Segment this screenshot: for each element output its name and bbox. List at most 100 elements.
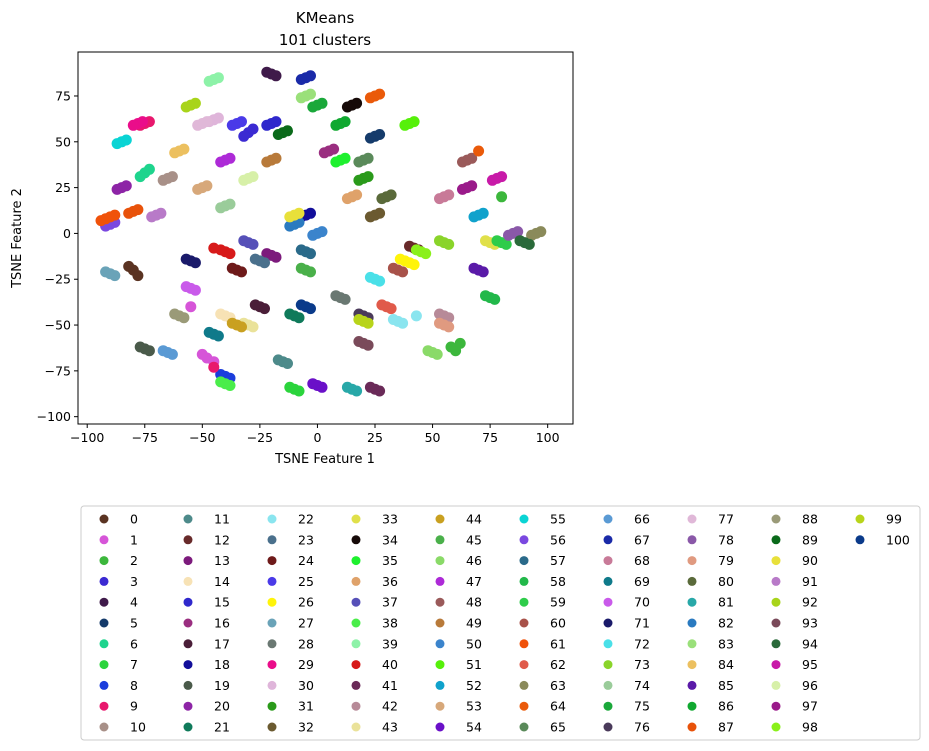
legend-label-25: 25 — [298, 574, 314, 589]
cluster-35-point — [339, 152, 351, 164]
cluster-100-point — [295, 299, 307, 311]
cluster-11-point — [282, 358, 293, 369]
legend-label-86: 86 — [718, 699, 734, 714]
cluster-94-point — [514, 235, 526, 247]
cluster-99-point — [362, 317, 374, 329]
legend-marker-55 — [519, 514, 529, 524]
cluster-79-point — [434, 317, 445, 329]
x-axis-label: TSNE Feature 1 — [274, 452, 375, 467]
cluster-0-point — [132, 270, 144, 282]
legend-marker-90 — [771, 556, 781, 566]
legend-label-84: 84 — [718, 657, 734, 672]
x-tick-label: −50 — [189, 430, 215, 445]
legend-marker-0 — [99, 514, 109, 524]
cluster-91-point — [146, 211, 158, 223]
legend-label-64: 64 — [550, 699, 566, 714]
y-axis: −100 −75 −50 −25 0 25 50 75 — [37, 88, 78, 424]
cluster-59-point — [491, 235, 503, 247]
legend-label-71: 71 — [634, 616, 650, 631]
cluster-29-point — [127, 119, 139, 131]
cluster-45-point — [305, 266, 316, 278]
x-tick-label: −100 — [70, 430, 104, 445]
legend-label-72: 72 — [634, 636, 650, 651]
legend-marker-62 — [519, 660, 529, 670]
legend-label-44: 44 — [466, 512, 482, 527]
cluster-50-point — [307, 229, 319, 241]
cluster-50-point — [316, 226, 328, 238]
legend-marker-27 — [267, 618, 277, 628]
y-axis-label: TSNE Feature 2 — [10, 188, 25, 289]
cluster-72-point — [364, 271, 376, 283]
cluster-81-point — [351, 385, 363, 397]
cluster-73-point — [443, 238, 455, 250]
legend-label-17: 17 — [214, 636, 230, 651]
legend-label-89: 89 — [802, 532, 818, 547]
cluster-98-point — [410, 244, 422, 256]
cluster-26-point — [394, 253, 406, 265]
legend-label-37: 37 — [382, 595, 398, 610]
cluster-81-point — [341, 381, 353, 393]
legend-label-58: 58 — [550, 574, 566, 589]
legend-marker-84 — [687, 660, 697, 670]
cluster-36-point — [351, 189, 363, 201]
legend-marker-14 — [183, 576, 193, 586]
legend-label-81: 81 — [718, 595, 734, 610]
cluster-46-point — [431, 348, 443, 360]
cluster-58-point — [480, 290, 491, 302]
legend-marker-7 — [99, 660, 109, 670]
cluster-31-point — [362, 171, 374, 183]
cluster-17-point — [259, 303, 270, 315]
legend-label-41: 41 — [382, 678, 398, 693]
cluster-13-point — [270, 251, 282, 263]
legend-label-6: 6 — [130, 636, 138, 651]
cluster-44-point — [226, 317, 238, 329]
legend-marker-65 — [519, 722, 529, 732]
legend-marker-24 — [267, 556, 277, 566]
legend-marker-17 — [183, 639, 193, 649]
cluster-58-point — [489, 293, 501, 305]
legend-marker-83 — [687, 639, 697, 649]
points-layer — [95, 66, 547, 397]
cluster-70-point — [180, 281, 192, 293]
legend-marker-15 — [183, 597, 193, 607]
cluster-79-point — [443, 321, 455, 333]
legend-marker-11 — [183, 514, 193, 524]
cluster-63-point — [535, 226, 547, 238]
cluster-2-point — [496, 191, 508, 203]
legend-label-62: 62 — [550, 657, 566, 672]
legend-label-10: 10 — [130, 720, 146, 735]
cluster-45-point — [295, 262, 307, 274]
cluster-16-point — [328, 143, 340, 155]
cluster-26-point — [408, 259, 420, 271]
cluster-34-point — [351, 97, 363, 109]
legend-label-48: 48 — [466, 595, 482, 610]
cluster-84-point — [178, 143, 190, 155]
cluster-11-point — [272, 354, 284, 366]
legend-label-30: 30 — [298, 678, 314, 693]
legend-marker-35 — [351, 556, 361, 566]
x-tick-label: −75 — [132, 430, 158, 445]
legend-marker-32 — [267, 722, 277, 732]
legend-marker-58 — [519, 576, 529, 586]
legend-label-78: 78 — [718, 532, 734, 547]
cluster-52-point — [477, 207, 489, 219]
legend-label-36: 36 — [382, 574, 398, 589]
x-axis: −100 −75 −50 −25 0 25 50 75 100 — [70, 424, 560, 445]
cluster-55-point — [120, 134, 132, 146]
y-tick-label: −50 — [45, 318, 71, 333]
cluster-51-point — [408, 116, 420, 128]
legend-marker-12 — [183, 535, 193, 545]
cluster-64-point — [473, 145, 485, 157]
cluster-23-point — [249, 253, 261, 265]
cluster-44-point — [236, 321, 247, 333]
legend-marker-33 — [351, 514, 361, 524]
legend-label-63: 63 — [550, 678, 566, 693]
legend-label-94: 94 — [802, 636, 818, 651]
y-tick-label: 75 — [55, 88, 71, 103]
cluster-48-point — [466, 152, 478, 164]
legend-marker-42 — [351, 701, 361, 711]
y-tick-label: 25 — [55, 180, 71, 195]
legend-marker-63 — [519, 680, 529, 690]
legend-marker-1 — [99, 535, 109, 545]
